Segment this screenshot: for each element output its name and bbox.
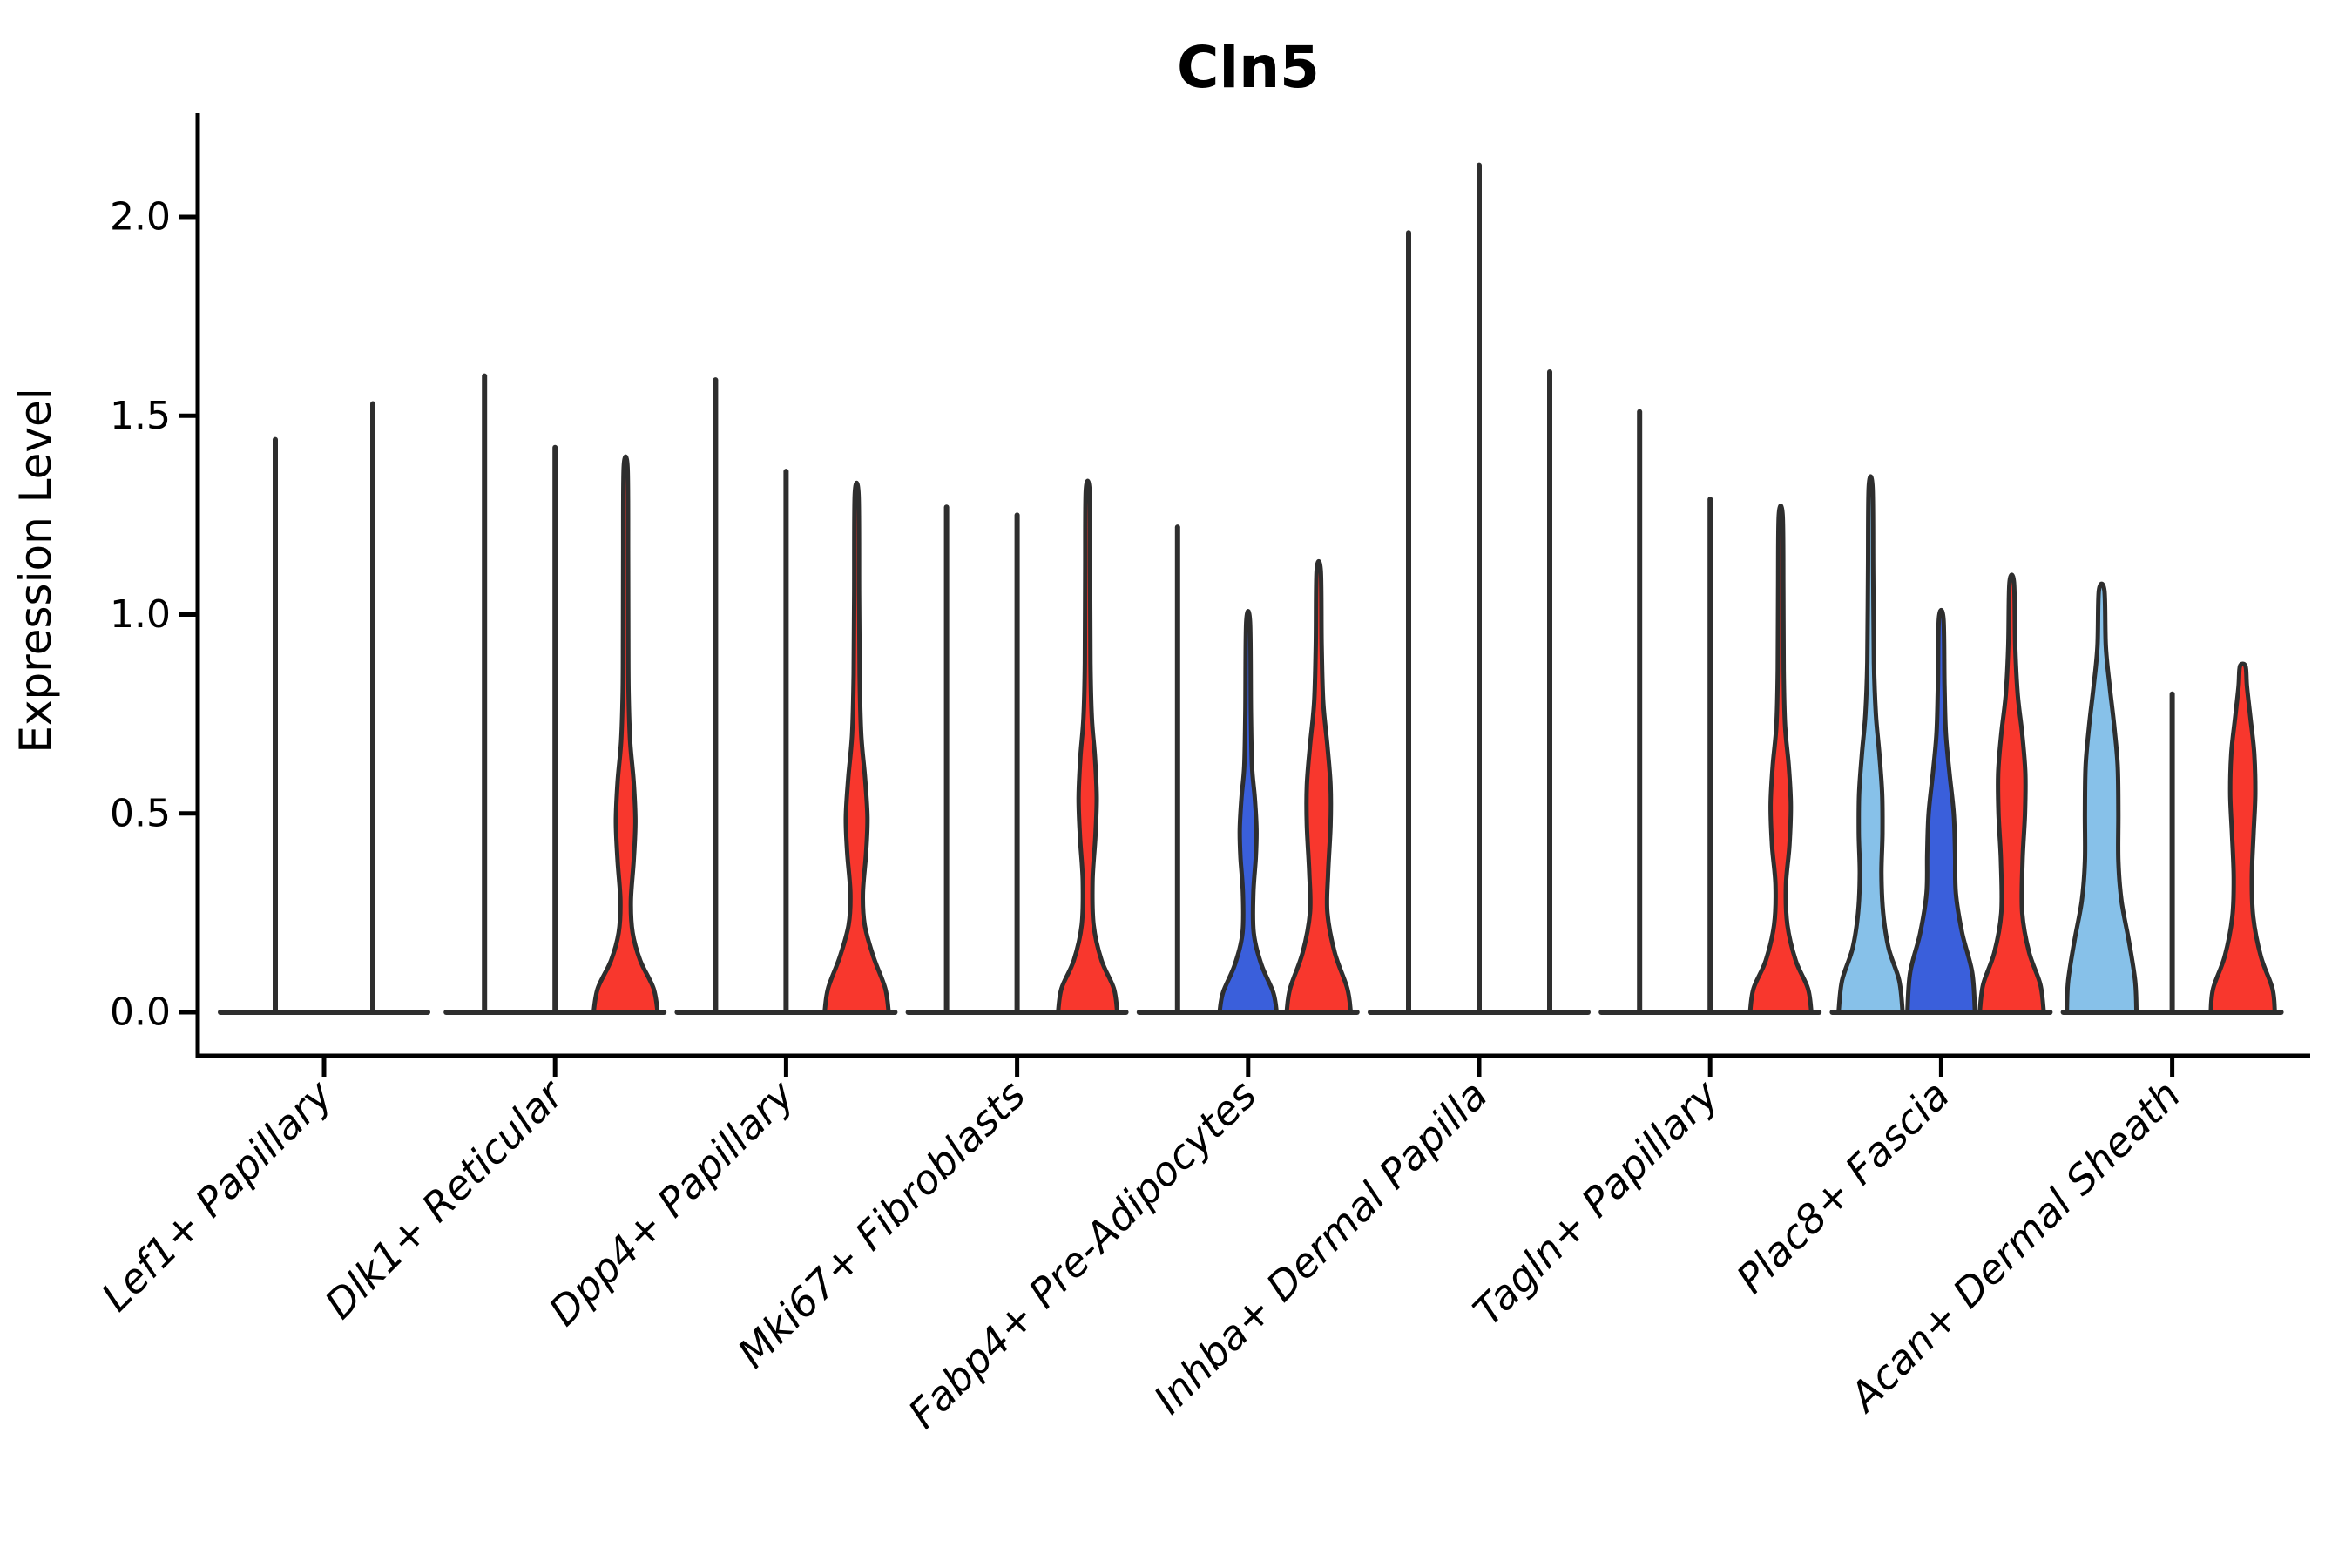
- violin-shape-light_blue: [1836, 474, 1905, 1015]
- y-tick-label: 1.5: [110, 394, 171, 438]
- y-tick-label: 2.0: [110, 195, 171, 240]
- violins-group: [218, 162, 2284, 1015]
- x-category-label: Plac8+ Fascia: [1727, 1071, 1958, 1302]
- y-tick-label: 1.0: [110, 592, 171, 637]
- x-category-label: Tagln+ Papillary: [1464, 1071, 1728, 1335]
- violin-shape-red: [1977, 572, 2046, 1015]
- violin-shape-light_blue: [2065, 581, 2139, 1015]
- y-tick-label: 0.0: [110, 990, 171, 1035]
- x-category-label: Lef1+ Papillary: [92, 1071, 341, 1320]
- chart-title: Cln5: [1177, 34, 1320, 101]
- violin-shape-red: [1284, 558, 1354, 1015]
- violin-shape-red: [1747, 504, 1814, 1015]
- violin-shape-red: [2208, 661, 2277, 1015]
- violin-shape-red: [822, 480, 891, 1015]
- violin-shape-blue: [1905, 607, 1977, 1015]
- y-axis-label: Expression Level: [10, 388, 61, 753]
- y-tick-label: 0.5: [110, 791, 171, 835]
- x-category-label: Dlk1+ Reticular: [315, 1069, 574, 1328]
- violin-shape-red: [1056, 478, 1120, 1015]
- x-category-label: Dpp4+ Papillary: [540, 1071, 804, 1335]
- violin-shape-red: [591, 454, 660, 1015]
- violin-shape-blue: [1217, 608, 1280, 1015]
